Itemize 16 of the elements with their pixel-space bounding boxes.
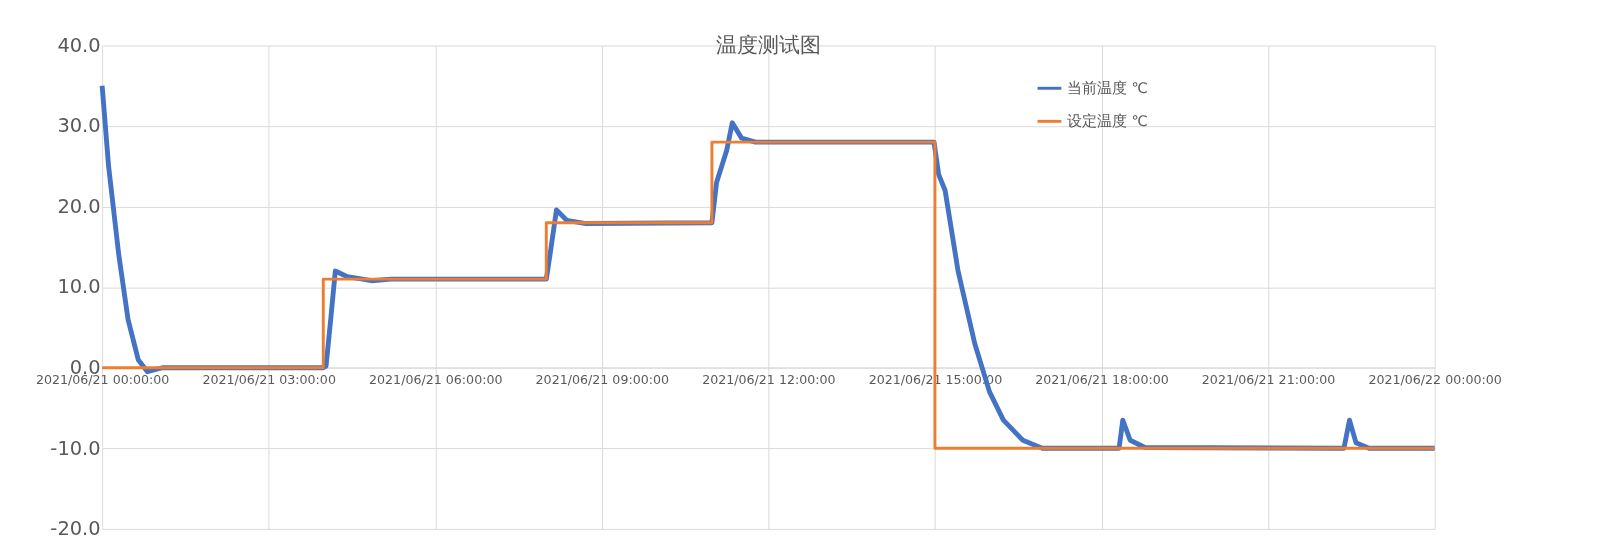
- y-tick-label: 10.0: [57, 275, 101, 299]
- x-tick-label: 2021/06/21 03:00:00: [202, 371, 336, 387]
- y-tick-label: 40.0: [57, 33, 101, 57]
- y-tick-label: 30.0: [57, 114, 101, 138]
- y-tick-label: 20.0: [57, 194, 101, 218]
- x-tick-label: 2021/06/21 09:00:00: [535, 371, 670, 387]
- legend-label: 当前温度 ℃: [1066, 79, 1148, 97]
- x-tick-label: 2021/06/22 00:00:00: [1368, 371, 1502, 387]
- y-tick-label: -10.0: [50, 436, 101, 460]
- legend-label: 设定温度 ℃: [1066, 112, 1148, 130]
- x-tick-label: 2021/06/21 18:00:00: [1035, 371, 1169, 387]
- x-tick-label: 2021/06/21 12:00:00: [702, 371, 836, 387]
- y-tick-label: -20.0: [50, 517, 101, 541]
- x-tick-label: 2021/06/21 06:00:00: [369, 371, 503, 387]
- chart-title: 温度测试图: [715, 32, 821, 58]
- x-tick-label: 2021/06/21 21:00:00: [1201, 371, 1336, 387]
